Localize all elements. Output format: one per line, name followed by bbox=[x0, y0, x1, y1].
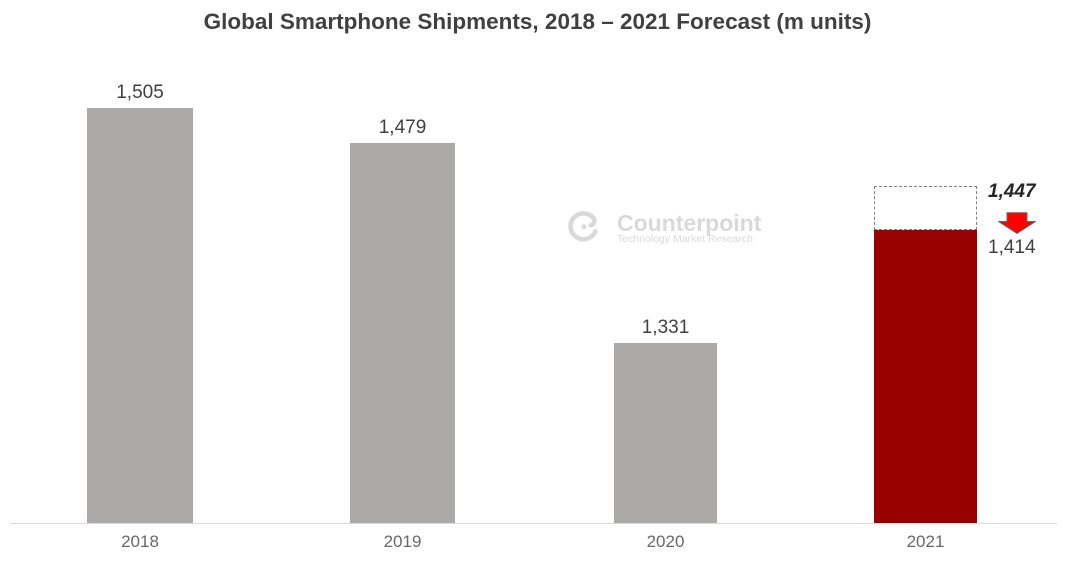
svg-text:Technology Market Research: Technology Market Research bbox=[617, 233, 753, 245]
